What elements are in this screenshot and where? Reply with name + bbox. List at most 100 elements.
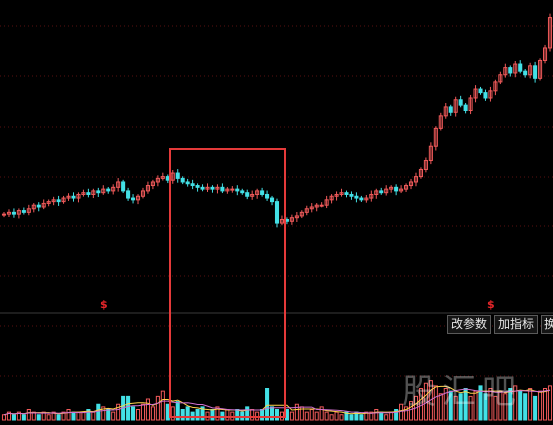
- volume-bar: [547, 385, 553, 421]
- volume-bar: [36, 414, 41, 421]
- volume-bar: [225, 409, 230, 421]
- candle-body: [36, 204, 41, 208]
- candle-body: [533, 65, 538, 79]
- candle-body: [111, 186, 116, 192]
- volume-bar: [473, 390, 478, 421]
- candle-body: [369, 193, 374, 199]
- candle-body: [478, 88, 483, 94]
- candle-body: [498, 74, 503, 83]
- candle-body: [433, 127, 438, 147]
- volume-bar: [309, 409, 314, 421]
- volume-bar: [145, 398, 150, 421]
- volume-bar: [81, 411, 86, 421]
- volume-bar: [26, 409, 31, 421]
- candle-body: [547, 17, 553, 49]
- candle-body: [230, 188, 235, 191]
- candle-body: [220, 186, 225, 192]
- signal-marker: $: [100, 298, 108, 311]
- volume-bar: [349, 414, 354, 421]
- volume-bar: [235, 409, 240, 421]
- volume-bar: [314, 411, 319, 421]
- candle-body: [21, 210, 26, 213]
- volume-bar: [116, 403, 121, 421]
- volume-bar: [160, 390, 165, 421]
- add-indicator-button[interactable]: 加指标: [494, 315, 539, 334]
- candle-body: [448, 106, 453, 113]
- candle-body: [542, 47, 548, 61]
- candle-body: [404, 185, 409, 190]
- volume-bar: [170, 406, 175, 421]
- candle-body: [245, 192, 250, 197]
- candle-body: [126, 190, 131, 199]
- volume-bar: [245, 406, 250, 421]
- candle-body: [334, 193, 339, 197]
- candle-body: [493, 81, 498, 92]
- volume-bar: [498, 390, 503, 421]
- candle-body: [121, 181, 126, 192]
- volume-bar: [205, 411, 210, 421]
- candle-body: [374, 190, 379, 195]
- volume-bar: [150, 406, 155, 421]
- candle-body: [418, 168, 423, 178]
- volume-bar: [185, 406, 190, 421]
- volume-bar: [66, 409, 71, 421]
- volume-bar: [71, 411, 76, 421]
- candle-body: [240, 190, 245, 194]
- volume-bar: [265, 388, 270, 421]
- candle-body: [284, 218, 289, 222]
- candle-body: [518, 63, 523, 72]
- candle-body: [399, 188, 404, 192]
- volume-bar: [542, 388, 548, 421]
- volume-bar: [463, 388, 468, 421]
- volume-ma-line: [3, 388, 551, 416]
- volume-bar: [379, 411, 384, 421]
- candle-body: [61, 197, 66, 203]
- volume-bar: [508, 388, 513, 421]
- candle-body: [56, 199, 61, 203]
- volume-bar: [101, 406, 106, 421]
- volume-bar: [458, 393, 463, 421]
- candle-body: [6, 211, 12, 215]
- candle-body: [299, 211, 304, 217]
- candle-body: [46, 201, 51, 204]
- volume-bar: [438, 393, 443, 421]
- volume-bar: [513, 385, 518, 421]
- candle-body: [349, 193, 354, 197]
- volume-bar: [61, 411, 66, 421]
- candle-body: [225, 188, 230, 192]
- volume-bar: [538, 390, 543, 421]
- candle-body: [468, 97, 473, 111]
- candle-body: [304, 208, 309, 213]
- candle-body: [76, 193, 81, 199]
- volume-bar: [96, 403, 101, 421]
- candle-body: [1, 213, 7, 216]
- candle-body: [379, 190, 384, 194]
- volume-bar: [359, 414, 364, 421]
- volume-bar: [140, 403, 146, 421]
- candle-body: [66, 195, 71, 199]
- candle-body: [458, 99, 463, 106]
- price-candles: [1, 13, 553, 228]
- volume-bar: [165, 403, 170, 421]
- candle-body: [438, 115, 443, 129]
- volume-bar: [528, 388, 533, 421]
- candle-body: [180, 177, 185, 183]
- volume-bar: [418, 388, 423, 421]
- candle-body: [96, 190, 101, 194]
- toolbar-more-button[interactable]: 换: [541, 315, 553, 334]
- candle-body: [413, 176, 419, 183]
- change-params-button[interactable]: 改参数: [447, 315, 492, 334]
- volume-bar: [6, 411, 12, 421]
- volume-bar: [344, 411, 349, 421]
- volume-bar: [334, 411, 339, 421]
- indicator-toolbar: 改参数 加指标 换: [447, 315, 553, 334]
- volume-bar: [260, 409, 265, 421]
- candle-body: [289, 217, 294, 222]
- volume-bar: [155, 395, 160, 421]
- volume-bar: [319, 406, 324, 421]
- candle-body: [41, 202, 46, 208]
- candle-body: [260, 190, 265, 195]
- candle-body: [140, 190, 146, 197]
- candle-body: [31, 204, 36, 210]
